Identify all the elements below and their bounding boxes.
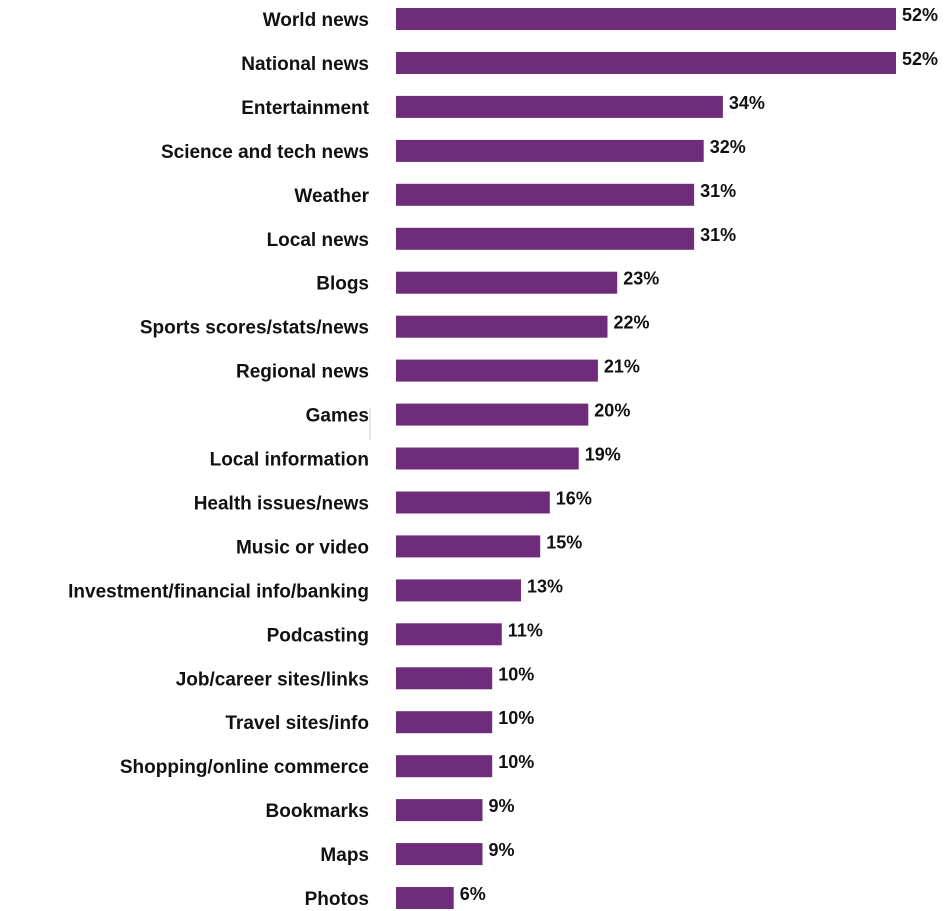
category-label: Regional news [236,362,369,383]
bar [396,359,598,382]
value-label: 6% [460,884,486,904]
bar [396,447,579,470]
category-label: World news [263,10,369,31]
value-label: 22% [614,313,650,333]
bar [396,8,896,30]
bar [396,579,521,602]
category-label: National news [241,54,369,75]
category-label: Photos [305,889,369,910]
category-label: Blogs [316,274,369,295]
value-label: 34% [729,93,765,113]
value-label: 23% [623,269,659,289]
value-label: 13% [527,576,563,596]
category-label: Weather [294,186,369,207]
category-label: Entertainment [241,98,369,119]
value-label: 52% [902,49,938,69]
bar [396,755,493,778]
value-label: 10% [498,752,534,772]
value-label: 11% [508,620,543,640]
bar [396,623,502,646]
category-label: Investment/financial info/banking [68,581,369,602]
value-label: 20% [594,401,630,421]
value-label: 15% [546,532,582,552]
bar [396,95,723,118]
bar [396,887,454,909]
value-label: 31% [700,181,736,201]
value-label: 10% [498,664,534,684]
value-label: 9% [489,796,515,816]
category-label: Podcasting [267,625,369,646]
bar [396,183,695,206]
category-label: Bookmarks [266,801,370,822]
value-labels-group: 52% 52% 34% 32% 31% 31% 23% 22% 21% 20% 19% 16% 15% 1… [460,5,938,904]
bar [396,843,483,866]
category-label: Job/career sites/links [176,669,369,690]
category-label: Health issues/news [194,494,369,515]
value-label: 32% [710,137,746,157]
value-label: 21% [604,357,640,377]
category-label: Shopping/online commerce [120,757,369,778]
category-label: Maps [320,845,369,866]
value-label: 16% [556,489,592,509]
bar [396,403,589,426]
category-label: Local information [210,450,369,471]
category-labels-group: World news National news Entertainment Scie… [68,10,370,910]
bar [396,535,541,558]
bar [396,491,550,514]
bar [396,52,896,74]
bar [396,139,704,162]
category-label: Local news [267,230,369,251]
value-label: 9% [489,840,515,860]
bar [396,667,493,690]
value-label: 10% [498,708,534,728]
bar [396,799,483,822]
category-label: Music or video [236,537,369,558]
category-label: Sports scores/stats/news [140,318,369,339]
bar [396,227,695,250]
category-label: Games [306,406,369,427]
bar [396,315,608,338]
value-label: 52% [902,5,938,25]
category-label: Science and tech news [161,142,369,163]
bars-group [396,8,896,909]
bar [396,271,618,294]
category-label: Travel sites/info [225,713,369,734]
bar [396,711,493,734]
value-label: 31% [700,225,736,245]
value-label: 19% [585,445,621,465]
